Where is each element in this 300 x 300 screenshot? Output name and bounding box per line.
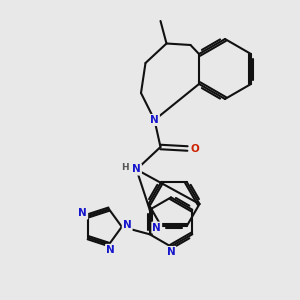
Text: O: O xyxy=(190,143,200,154)
Text: N: N xyxy=(150,115,159,125)
Text: N: N xyxy=(78,208,87,218)
Text: N: N xyxy=(167,247,176,257)
Text: N: N xyxy=(152,223,161,232)
Text: N: N xyxy=(123,220,132,230)
Text: N: N xyxy=(132,164,141,175)
Text: H: H xyxy=(121,163,128,172)
Text: N: N xyxy=(106,245,115,255)
